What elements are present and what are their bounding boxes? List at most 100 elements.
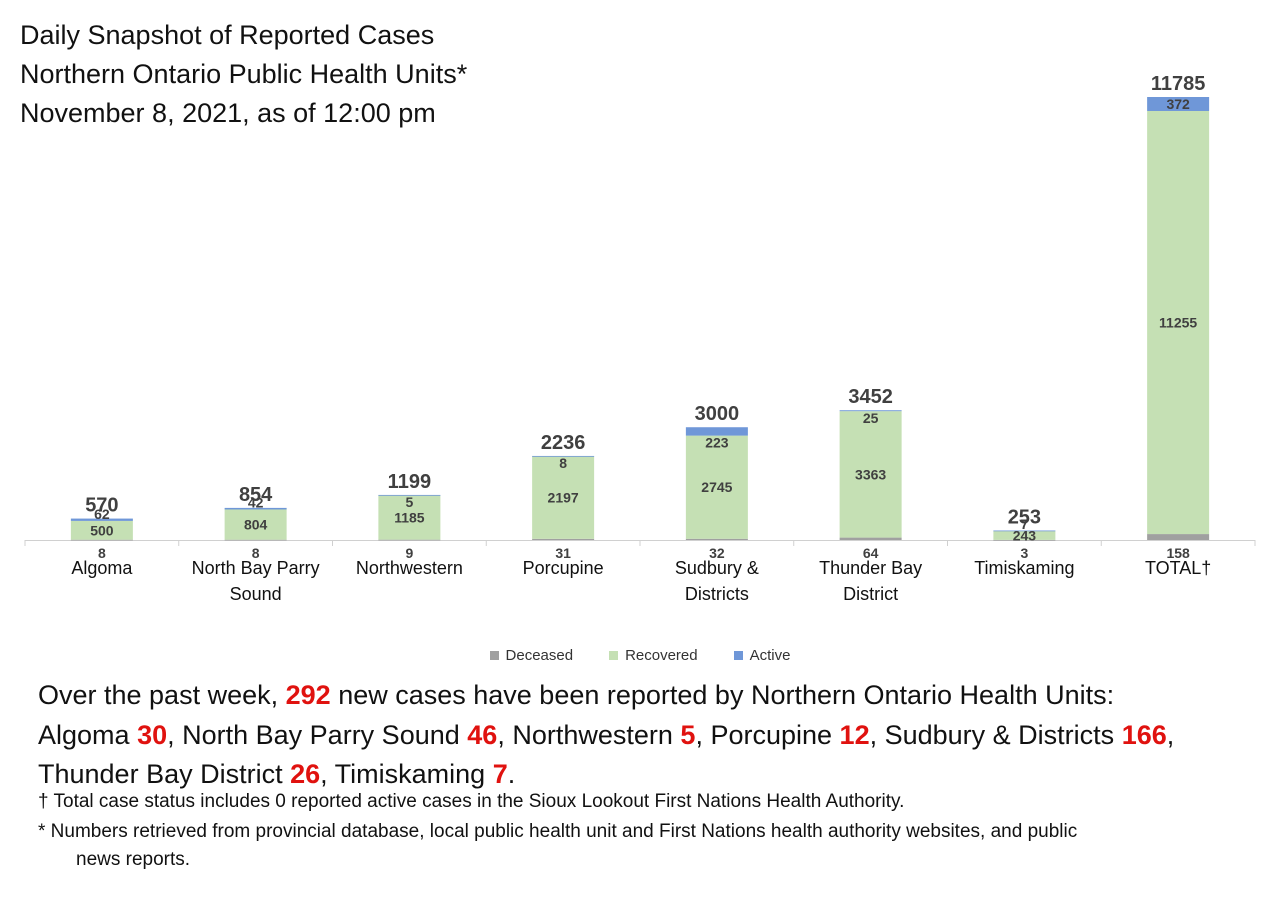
unit-name: Algoma — [38, 719, 138, 750]
legend-swatch-recovered — [609, 651, 619, 660]
bar-segment-recovered — [685, 435, 748, 539]
legend-item-recovered: Recovered — [609, 647, 698, 664]
data-label-active: 42 — [248, 494, 264, 510]
footnote-dagger: † Total case status includes 0 reported … — [38, 791, 905, 812]
data-label-deceased: 64 — [863, 545, 879, 561]
legend-swatch-deceased — [489, 651, 499, 660]
data-label-recovered: 500 — [90, 522, 114, 538]
x-axis-category-label: Sudbury & — [675, 558, 759, 578]
data-label-total: 570 — [85, 495, 118, 517]
unit-name: Porcupine — [710, 719, 840, 750]
bar-segment-recovered — [70, 520, 133, 540]
bar-segment-deceased — [839, 537, 902, 540]
unit-sep: , — [695, 719, 711, 750]
data-label-active: 8 — [559, 455, 567, 471]
bar-segment-deceased — [685, 538, 748, 540]
bar-segment-recovered — [378, 495, 441, 540]
title-line-3: November 8, 2021, as of 12:00 pm — [20, 98, 436, 128]
footnote-star-line-1: * Numbers retrieved from provincial data… — [38, 821, 1078, 842]
data-label-total: 854 — [239, 484, 273, 506]
bar-segment-active — [532, 455, 595, 457]
legend-item-active: Active — [733, 647, 791, 664]
bar-segment-active — [378, 494, 441, 496]
summary-intro-cont: new cases have been reported by Northern… — [330, 680, 1115, 710]
bar-segment-recovered — [839, 411, 902, 538]
data-label-total: 11785 — [1151, 73, 1206, 95]
legend-label-deceased: Deceased — [505, 647, 574, 664]
data-label-active: 25 — [863, 410, 879, 426]
bar-segment-recovered — [224, 509, 287, 540]
unit-sep: , — [320, 759, 335, 789]
data-label-active: 5 — [405, 494, 413, 510]
data-label-deceased: 31 — [555, 545, 571, 561]
bar-segment-recovered — [1147, 110, 1210, 535]
unit-name: Thunder Bay District — [38, 759, 291, 789]
bar-segment-deceased — [993, 539, 1056, 541]
bar-segment-recovered — [993, 530, 1056, 540]
x-axis-category-label: District — [843, 584, 898, 604]
data-label-recovered: 2197 — [548, 490, 579, 506]
bar-segment-deceased — [224, 539, 287, 541]
data-label-total: 2236 — [541, 432, 586, 454]
data-label-recovered: 2745 — [701, 479, 732, 495]
x-axis-category-label: North Bay Parry — [192, 558, 320, 578]
data-label-total: 3000 — [695, 403, 740, 425]
data-label-total: 1199 — [388, 471, 431, 493]
data-label-active: 7 — [1020, 516, 1028, 532]
bar-segment-active — [224, 507, 287, 510]
chart-title: Daily Snapshot of Reported Cases Norther… — [20, 16, 467, 133]
data-label-active: 372 — [1166, 96, 1190, 112]
bar-segment-recovered — [532, 456, 595, 539]
unit-count: 12 — [839, 719, 870, 750]
unit-name: Timiskaming — [334, 759, 493, 789]
bar-segment-active — [839, 410, 902, 412]
bar-segment-deceased — [1147, 534, 1210, 540]
legend-swatch-active — [733, 651, 743, 660]
data-label-total: 3452 — [848, 386, 893, 408]
x-axis-category-label: Districts — [685, 584, 749, 604]
x-axis-category-label: Timiskaming — [974, 558, 1074, 578]
bar-segment-active — [685, 427, 748, 436]
data-label-deceased: 158 — [1166, 545, 1190, 561]
data-label-deceased: 3 — [1020, 545, 1028, 561]
x-axis-category-label: Thunder Bay — [819, 558, 922, 578]
unit-sep: . — [507, 759, 516, 789]
unit-count: 166 — [1121, 719, 1167, 750]
unit-count: 46 — [467, 719, 498, 750]
data-label-recovered: 3363 — [855, 466, 886, 482]
chart-legend: Deceased Recovered Active — [0, 647, 1280, 664]
legend-item-deceased: Deceased — [489, 647, 574, 664]
data-label-deceased: 9 — [405, 545, 413, 561]
unit-count: 5 — [680, 719, 696, 750]
data-label-recovered: 1185 — [394, 509, 425, 525]
data-label-deceased: 8 — [98, 545, 106, 561]
weekly-summary: Over the past week, 292 new cases have b… — [38, 676, 1268, 795]
x-axis-category-label: Porcupine — [523, 558, 604, 578]
bar-segment-active — [70, 518, 133, 521]
title-line-2: Northern Ontario Public Health Units* — [20, 59, 468, 89]
footnote-star-line-2: news reports. — [76, 849, 191, 870]
data-label-deceased: 32 — [709, 545, 725, 561]
bar-segment-active — [1147, 97, 1210, 111]
unit-sep: , — [1166, 719, 1175, 750]
data-label-active: 223 — [705, 435, 729, 451]
unit-name: Northwestern — [512, 719, 681, 750]
summary-total-new: 292 — [285, 680, 331, 710]
title-line-1: Daily Snapshot of Reported Cases — [20, 20, 435, 50]
legend-label-active: Active — [749, 647, 791, 664]
x-axis-category-label: Northwestern — [356, 558, 463, 578]
unit-name: Sudbury & Districts — [884, 719, 1122, 750]
unit-count: 26 — [290, 759, 321, 789]
data-label-recovered: 804 — [244, 517, 268, 533]
unit-sep: , — [497, 719, 513, 750]
footnote-star: * Numbers retrieved from provincial data… — [38, 818, 1273, 874]
data-label-deceased: 8 — [252, 545, 260, 561]
summary-intro: Over the past week, — [38, 680, 286, 710]
data-label-recovered: 243 — [1013, 527, 1037, 543]
legend-label-recovered: Recovered — [625, 647, 698, 664]
bar-segment-active — [993, 530, 1056, 532]
unit-count: 30 — [137, 719, 168, 750]
data-label-recovered: 11255 — [1159, 315, 1197, 331]
x-axis-category-label: Sound — [230, 584, 282, 604]
bar-segment-deceased — [378, 539, 441, 541]
